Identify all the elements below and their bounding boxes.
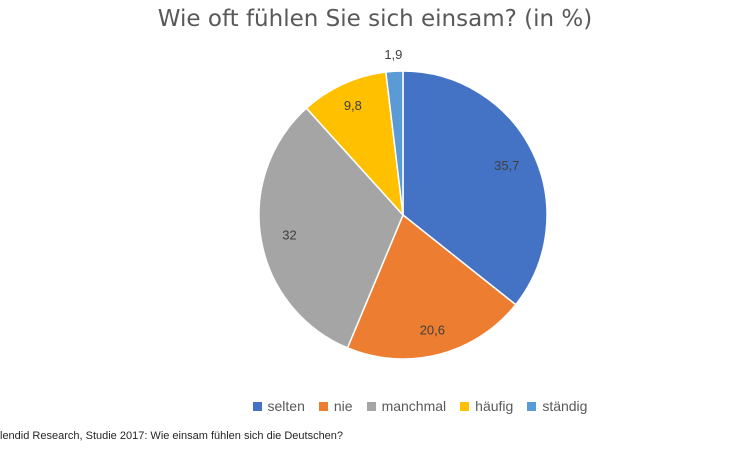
legend-item-nie: nie <box>318 398 353 414</box>
legend-label-staendig: ständig <box>542 398 588 414</box>
chart-legend: selten nie manchmal häufig ständig <box>0 398 750 414</box>
data-label-selten: 35,7 <box>494 158 519 173</box>
legend-item-selten: selten <box>252 398 305 414</box>
legend-item-staendig: ständig <box>527 398 587 414</box>
legend-label-nie: nie <box>333 398 353 414</box>
data-label-manchmal: 32 <box>282 227 296 242</box>
chart-title: Wie oft fühlen Sie sich einsam? (in %) <box>157 6 593 32</box>
legend-swatch-nie <box>318 401 328 411</box>
pie-slice-nie <box>346 213 517 360</box>
legend-label-manchmal: manchmal <box>381 398 447 414</box>
legend-item-manchmal: manchmal <box>366 398 447 414</box>
pie-slice-manchmal <box>258 107 404 349</box>
data-label-haeufig: 9,8 <box>344 98 362 113</box>
legend-swatch-haeufig <box>460 401 470 411</box>
pie-slice-haeufig <box>305 71 405 218</box>
data-label-staendig: 1,9 <box>384 47 402 62</box>
legend-swatch-manchmal <box>366 401 376 411</box>
data-label-nie: 20,6 <box>420 322 445 337</box>
pie-slice-selten <box>402 70 548 306</box>
source-note: lendid Research, Studie 2017: Wie einsam… <box>0 430 344 442</box>
legend-label-haeufig: häufig <box>475 398 514 414</box>
legend-label-selten: selten <box>267 398 305 414</box>
pie-slice-staendig <box>385 70 404 216</box>
legend-swatch-selten <box>252 401 262 411</box>
legend-swatch-staendig <box>527 401 537 411</box>
legend-item-haeufig: häufig <box>460 398 513 414</box>
